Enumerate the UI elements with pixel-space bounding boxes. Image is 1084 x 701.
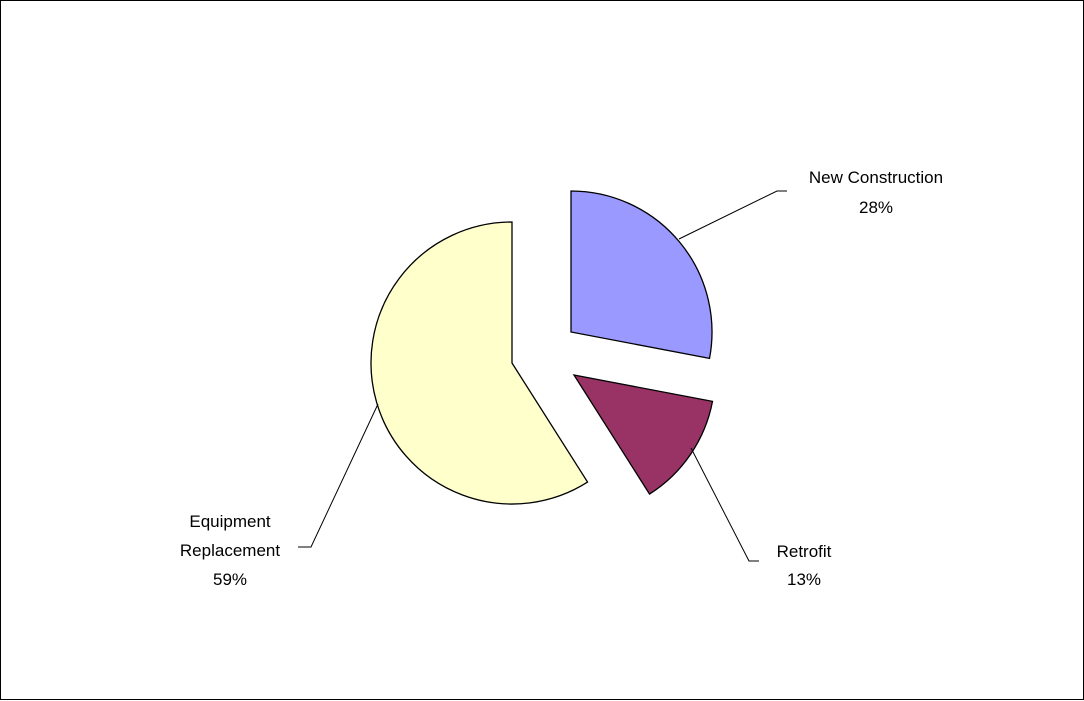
equipment-replacement-label-line2: Replacement bbox=[180, 541, 280, 560]
retrofit-percent: 13% bbox=[787, 570, 821, 589]
new-construction-leader-line bbox=[678, 190, 787, 240]
equipment-replacement-slice bbox=[370, 221, 589, 505]
labels-layer: New Construction 28% Retrofit 13% Equipm… bbox=[180, 168, 943, 589]
new-construction-percent: 28% bbox=[859, 198, 893, 217]
new-construction-label: New Construction bbox=[809, 168, 943, 187]
retrofit-label: Retrofit bbox=[777, 542, 832, 561]
equipment-replacement-label-line1: Equipment bbox=[189, 512, 271, 531]
leader-lines-layer bbox=[298, 190, 787, 562]
equipment-replacement-leader-line bbox=[298, 403, 379, 548]
equipment-replacement-percent: 59% bbox=[213, 570, 247, 589]
retrofit-leader-line bbox=[690, 447, 759, 562]
new-construction-slice bbox=[570, 190, 713, 360]
slices-layer bbox=[370, 190, 714, 505]
retrofit-slice bbox=[572, 374, 714, 495]
